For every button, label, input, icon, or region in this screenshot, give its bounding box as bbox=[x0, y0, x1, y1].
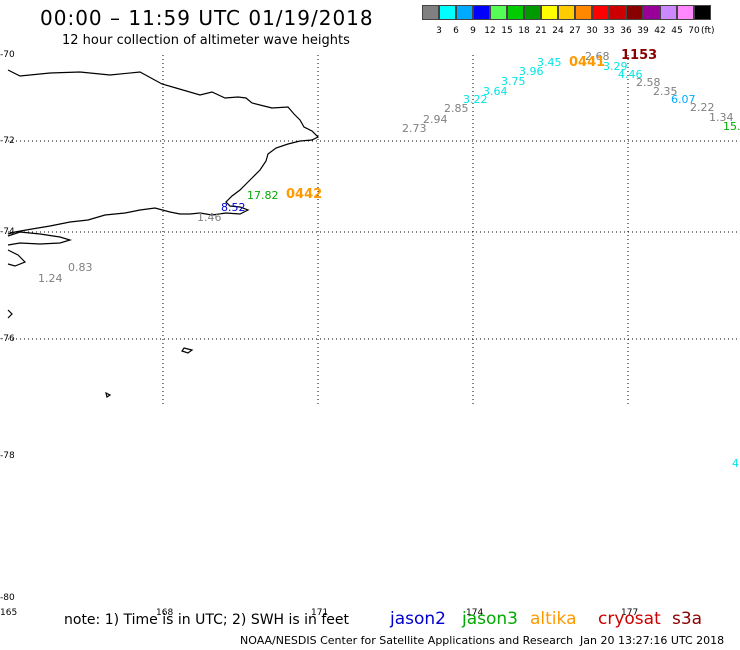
scale-swatch bbox=[439, 5, 456, 20]
legend-entry-s3a: s3a bbox=[672, 609, 703, 629]
wave-height-value: 3.29 bbox=[603, 60, 628, 73]
wave-height-value: 3.64 bbox=[483, 85, 508, 98]
wave-height-value: 3.96 bbox=[519, 65, 544, 78]
wave-height-value: 4 bbox=[732, 457, 739, 470]
scale-swatch bbox=[592, 5, 609, 20]
wave-height-value: 8.52 bbox=[221, 201, 246, 214]
wave-height-value: 17.82 bbox=[247, 189, 279, 202]
scale-swatch bbox=[507, 5, 524, 20]
wave-height-value: 1.46 bbox=[197, 211, 222, 224]
coastline-west bbox=[7, 231, 73, 246]
wave-height-value: 2.58 bbox=[636, 76, 661, 89]
credit-line: NOAA/NESDIS Center for Satellite Applica… bbox=[240, 634, 574, 647]
scale-label: 70 bbox=[688, 26, 700, 36]
coastline-west-2 bbox=[7, 249, 27, 267]
scale-swatch bbox=[422, 5, 439, 20]
island-1 bbox=[7, 309, 13, 319]
scale-label: 24 bbox=[552, 26, 564, 36]
wave-height-value: 3.22 bbox=[463, 93, 488, 106]
wave-height-value: 2.73 bbox=[402, 122, 427, 135]
lon-label: 177 bbox=[621, 608, 639, 618]
scale-label: 12 bbox=[484, 26, 496, 36]
scale-label: 18 bbox=[518, 26, 530, 36]
scale-label: 45 bbox=[671, 26, 683, 36]
lon-label: 171 bbox=[311, 608, 329, 618]
scale-label: 6 bbox=[453, 26, 459, 36]
wave-height-value: 2.85 bbox=[444, 102, 469, 115]
legend-entry-altika: altika bbox=[530, 609, 577, 629]
wave-height-value: 0.83 bbox=[68, 261, 93, 274]
scale-label: 33 bbox=[603, 26, 615, 36]
lon-label: 174 bbox=[466, 608, 484, 618]
scale-label: 15 bbox=[501, 26, 513, 36]
wave-height-value: 2.94 bbox=[423, 113, 448, 126]
pass-time-label: 1153 bbox=[621, 48, 658, 63]
scale-swatch bbox=[694, 5, 711, 20]
scale-swatch bbox=[660, 5, 677, 20]
wave-height-value: 2.22 bbox=[690, 101, 715, 114]
wave-height-value: 3.45 bbox=[537, 56, 562, 69]
scale-swatch bbox=[490, 5, 507, 20]
scale-swatch bbox=[541, 5, 558, 20]
lat-label: -70 bbox=[0, 50, 15, 60]
wave-height-value: 2.68 bbox=[585, 50, 610, 63]
wave-height-value: 15. bbox=[723, 120, 740, 133]
coastline bbox=[7, 69, 320, 398]
legend-entry-cryosat: cryosat bbox=[598, 609, 661, 629]
lat-label: -80 bbox=[0, 593, 15, 603]
scale-label: 21 bbox=[535, 26, 547, 36]
scale-swatch bbox=[524, 5, 541, 20]
pass-time-label: 0441 bbox=[569, 55, 606, 70]
wave-height-value: 1.34 bbox=[709, 111, 734, 124]
scale-label: 36 bbox=[620, 26, 632, 36]
scale-swatch bbox=[558, 5, 575, 20]
wave-height-value: 2.35 bbox=[653, 85, 678, 98]
wave-height-value: 3.75 bbox=[501, 75, 526, 88]
scale-label: 39 bbox=[637, 26, 649, 36]
lat-label: -76 bbox=[0, 334, 15, 344]
units-note: note: 1) Time is in UTC; 2) SWH is in fe… bbox=[64, 612, 350, 628]
legend-entry-jason3: jason3 bbox=[462, 609, 518, 629]
lat-label: -72 bbox=[0, 136, 15, 146]
map-title: 00:00 – 11:59 UTC 01/19/2018 bbox=[40, 6, 374, 30]
scale-label: 3 bbox=[436, 26, 442, 36]
scale-label: 30 bbox=[586, 26, 598, 36]
lat-label: -78 bbox=[0, 451, 15, 461]
lon-label: 168 bbox=[156, 608, 174, 618]
wave-height-value: 1.24 bbox=[38, 272, 63, 285]
scale-unit: (ft) bbox=[701, 26, 715, 36]
scale-swatch bbox=[456, 5, 473, 20]
lon-label: 165 bbox=[0, 608, 18, 618]
graticule bbox=[8, 55, 740, 405]
generated-timestamp: Jan 20 13:27:16 UTC 2018 bbox=[580, 634, 725, 647]
scale-swatch bbox=[473, 5, 490, 20]
wave-height-value: 4.46 bbox=[618, 68, 643, 81]
map-subtitle: 12 hour collection of altimeter wave hei… bbox=[62, 33, 350, 48]
scale-label: 42 bbox=[654, 26, 666, 36]
scale-swatch bbox=[677, 5, 694, 20]
coastline-main bbox=[7, 69, 320, 235]
wave-height-value: 6.07 bbox=[671, 93, 696, 106]
scale-swatch bbox=[626, 5, 643, 20]
lat-label: -74 bbox=[0, 227, 15, 237]
scale-swatch bbox=[575, 5, 592, 20]
scale-label: 9 bbox=[470, 26, 476, 36]
scale-swatch bbox=[643, 5, 660, 20]
scale-swatch bbox=[609, 5, 626, 20]
legend-entry-jason2: jason2 bbox=[390, 609, 446, 629]
scale-label: 27 bbox=[569, 26, 581, 36]
island-2 bbox=[181, 347, 194, 354]
pass-time-label: 0442 bbox=[286, 187, 323, 202]
island-3 bbox=[105, 391, 112, 398]
